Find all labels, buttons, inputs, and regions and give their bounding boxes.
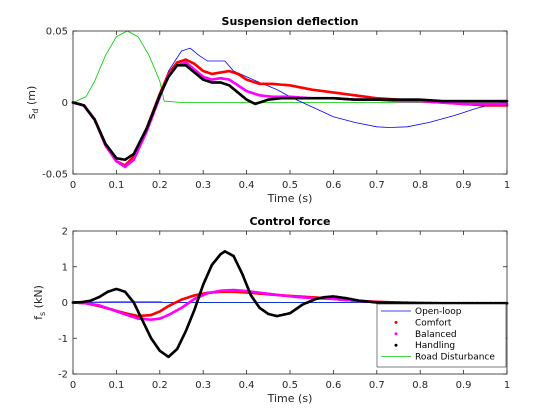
suspension-deflection-panel: Suspension deflection Time (s) sd (m) 0 0…: [25, 15, 510, 205]
y-tick-label: 2: [62, 227, 68, 238]
x-tick-label: 0.4: [239, 380, 255, 391]
x-tick-label: 0.2: [152, 380, 168, 391]
y-tick-label: -0.05: [42, 170, 68, 181]
y-axis-label-unit: (kN): [32, 285, 45, 312]
y-tick-label: -1: [58, 334, 68, 345]
y-tick-label: 1: [62, 262, 68, 273]
y-axis-label: sd (m): [25, 86, 40, 120]
x-tick-label: 0.3: [195, 380, 211, 391]
legend-label: Open-loop: [415, 307, 462, 317]
x-tick-label: 0.1: [108, 380, 124, 391]
x-tick-label: 0.9: [456, 380, 472, 391]
series-line: [72, 30, 507, 103]
legend-label: Road Disturbance: [415, 353, 495, 363]
y-tick-label: 0.05: [46, 27, 68, 38]
x-tick-label: 0.9: [456, 180, 472, 191]
axes-box: [72, 30, 508, 175]
y-axis-label-main: s: [25, 113, 38, 119]
x-tick-label: 1: [504, 380, 510, 391]
x-tick-label: 0.2: [152, 180, 168, 191]
legend-entry-comfort: Comfort: [394, 318, 452, 328]
y-axis-label-sub: s: [38, 312, 47, 316]
y-axis-label-main: f: [32, 315, 45, 320]
x-tick-label: 0.7: [369, 380, 385, 391]
legend-swatch: [394, 332, 398, 336]
legend-entry-handling: Handling: [394, 341, 455, 351]
legend-label: Comfort: [415, 318, 452, 328]
x-tick-label: 0.8: [412, 380, 428, 391]
axes-box: [72, 230, 508, 375]
legend-entry-road-disturbance: Road Disturbance: [381, 353, 495, 363]
legend-label: Balanced: [415, 330, 457, 340]
chart-title: Control force: [249, 215, 330, 228]
x-axis-label: Time (s): [267, 192, 313, 205]
y-axis-label-unit: (m): [25, 86, 38, 109]
x-axis-label: Time (s): [267, 392, 313, 405]
x-tick-label: 0.5: [282, 380, 298, 391]
x-tick-label: 0: [70, 380, 76, 391]
y-tick-label: -2: [58, 370, 68, 381]
legend-swatch: [394, 343, 398, 347]
y-tick-label: 0: [62, 98, 68, 109]
x-tick-label: 0.1: [108, 180, 124, 191]
series-road-disturbance: [72, 30, 507, 103]
x-tick-label: 0.3: [195, 180, 211, 191]
series-layer: [71, 250, 509, 359]
x-tick-label: 0.6: [325, 380, 341, 391]
y-axis-label-sub: d: [31, 108, 40, 113]
x-tick-label: 0.8: [412, 180, 428, 191]
x-tick-label: 0: [70, 180, 76, 191]
chart-title: Suspension deflection: [222, 15, 359, 28]
x-tick-label: 0.7: [369, 180, 385, 191]
x-ticks: 0 0.1 0.2 0.3 0.4 0.5 0.6 0.7 0.8 0.9 1: [70, 231, 510, 391]
x-tick-label: 0.6: [325, 180, 341, 191]
series-layer: [71, 30, 509, 169]
y-tick-label: 0: [62, 298, 68, 309]
x-tick-label: 0.5: [282, 180, 298, 191]
series-handling: [71, 63, 509, 162]
control-force-panel: Control force Time (s) fs (kN) 0 0.1 0.2 0.…: [32, 215, 510, 405]
legend-entry-open-loop: Open-loop: [381, 307, 462, 317]
legend-swatch: [394, 320, 398, 324]
y-axis-label: fs (kN): [32, 285, 47, 320]
x-tick-label: 1: [504, 180, 510, 191]
x-tick-label: 0.4: [239, 180, 255, 191]
legend-entry-balanced: Balanced: [394, 330, 457, 340]
legend-label: Handling: [415, 341, 455, 351]
